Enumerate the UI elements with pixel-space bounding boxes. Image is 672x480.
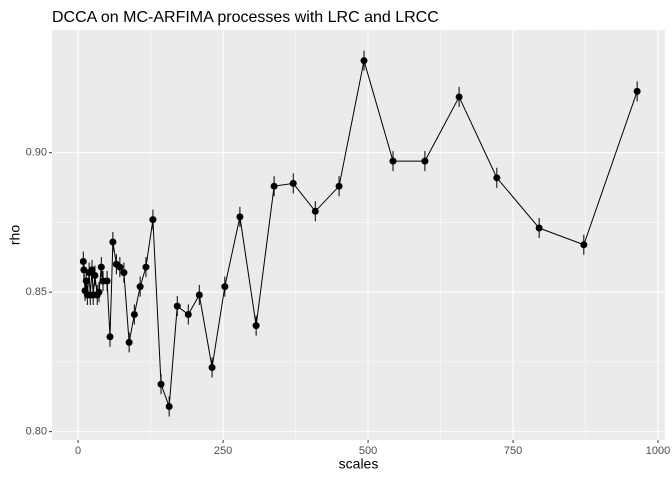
point — [173, 302, 181, 310]
line — [82, 60, 638, 407]
point — [106, 333, 114, 341]
point — [79, 257, 87, 265]
point — [142, 263, 150, 271]
point — [221, 283, 229, 291]
point — [289, 179, 297, 187]
point — [421, 157, 429, 165]
point — [149, 216, 157, 224]
x-tick-label: 1000 — [646, 445, 670, 457]
y-tick-label: 0.80 — [26, 426, 47, 438]
point — [535, 224, 543, 232]
point — [311, 207, 319, 215]
point — [493, 174, 501, 182]
chart-title: DCCA on MC-ARFIMA processes with LRC and… — [52, 9, 439, 26]
point — [455, 93, 463, 101]
point — [157, 380, 165, 388]
point — [195, 291, 203, 299]
point — [208, 363, 216, 371]
point — [95, 288, 103, 296]
y-tick-label: 0.85 — [26, 286, 47, 298]
point — [97, 263, 105, 271]
point — [335, 182, 343, 190]
panel — [52, 30, 665, 440]
point — [120, 269, 128, 277]
point — [116, 263, 124, 271]
point — [252, 322, 260, 330]
point — [80, 266, 88, 274]
point — [125, 338, 133, 346]
point — [580, 241, 588, 249]
point — [109, 238, 117, 246]
point — [236, 213, 244, 221]
y-axis-label: rho — [7, 225, 23, 245]
point — [633, 87, 641, 95]
point — [270, 182, 278, 190]
point — [91, 271, 99, 279]
x-tick-label: 500 — [359, 445, 377, 457]
x-tick-label: 250 — [214, 445, 232, 457]
point — [184, 310, 192, 318]
point — [88, 266, 96, 274]
point — [130, 310, 138, 318]
x-tick-label: 750 — [504, 445, 522, 457]
x-axis-label: scales — [339, 456, 379, 472]
point — [389, 157, 397, 165]
x-tick-label: 0 — [75, 445, 81, 457]
y-tick-label: 0.90 — [26, 147, 47, 159]
point — [360, 57, 368, 65]
point — [136, 283, 144, 291]
point — [82, 277, 90, 285]
point — [165, 403, 173, 411]
point — [103, 277, 111, 285]
